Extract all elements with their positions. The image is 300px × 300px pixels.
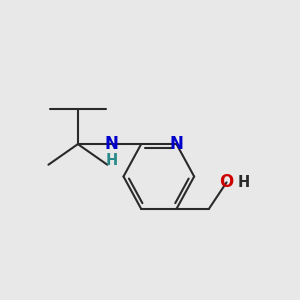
Text: H: H (238, 175, 250, 190)
Text: N: N (105, 135, 119, 153)
Text: N: N (169, 135, 183, 153)
Text: H: H (106, 153, 118, 168)
Text: O: O (219, 173, 234, 191)
